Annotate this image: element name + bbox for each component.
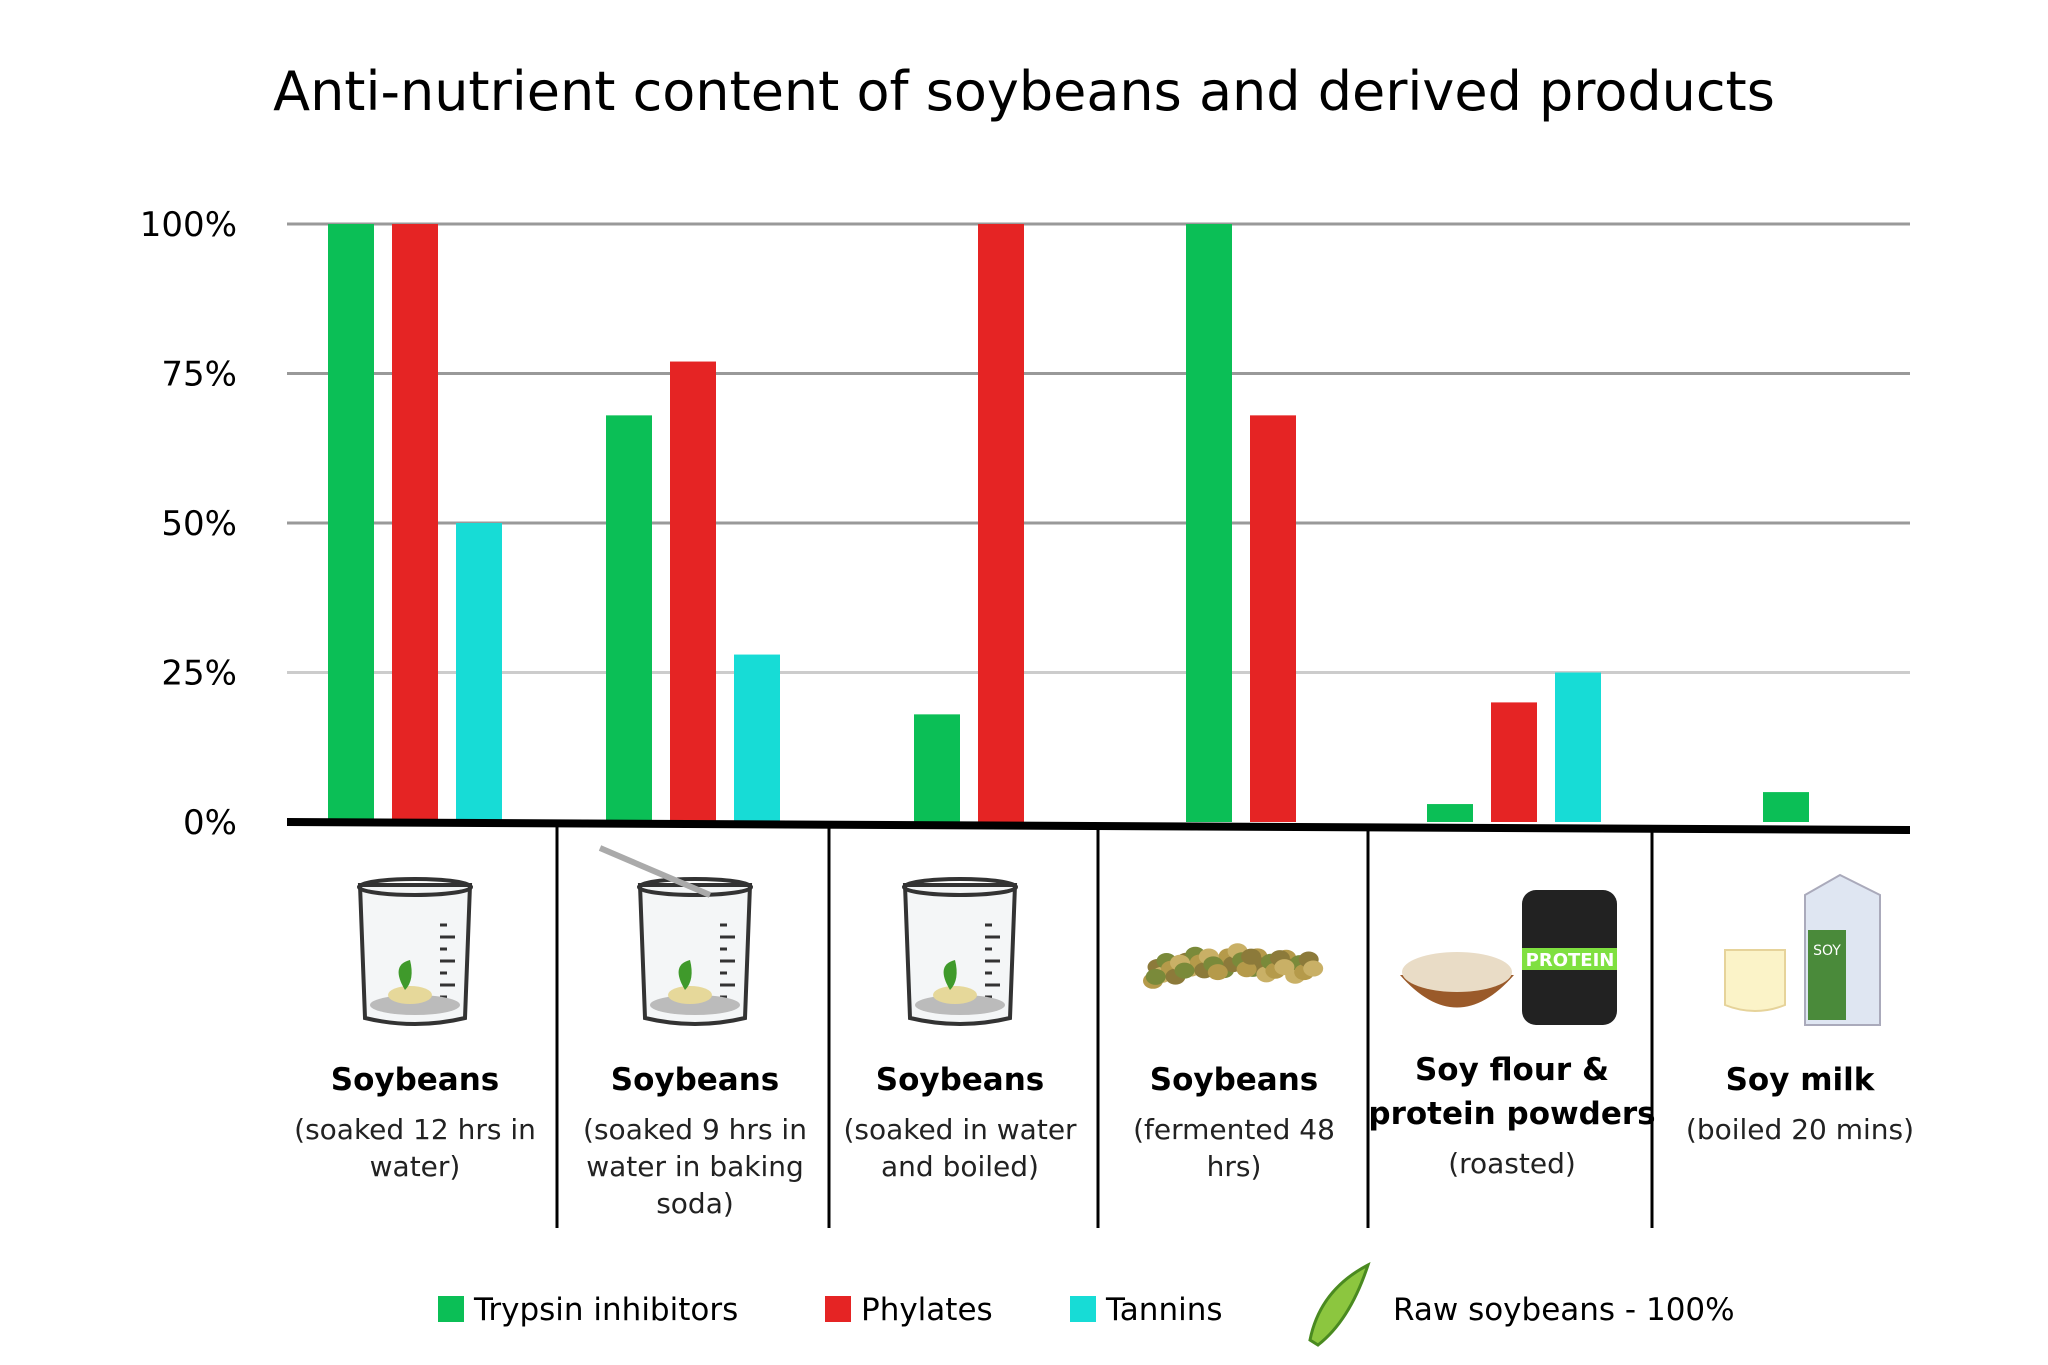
- category-detail: soda): [656, 1187, 734, 1220]
- category-detail: hrs): [1207, 1150, 1262, 1183]
- category-detail: (soaked 12 hrs in: [294, 1113, 536, 1146]
- reference-note: Raw soybeans - 100%: [1393, 1292, 1735, 1328]
- legend-label: Trypsin inhibitors: [473, 1292, 738, 1328]
- soybean-pile-icon: [1143, 943, 1324, 989]
- bar-trypsin-inhibitors: [1427, 804, 1473, 822]
- legend-swatch: [825, 1296, 851, 1322]
- category-detail: and boiled): [881, 1150, 1039, 1183]
- category-detail: (fermented 48: [1133, 1113, 1335, 1146]
- bar-phylates: [1250, 415, 1296, 822]
- bar-tannins: [456, 523, 502, 822]
- y-tick-label: 100%: [140, 205, 237, 245]
- chart-title: Anti-nutrient content of soybeans and de…: [273, 60, 1775, 123]
- category-detail: (boiled 20 mins): [1686, 1113, 1914, 1146]
- bar-phylates: [978, 224, 1024, 822]
- flour-protein-icon: PROTEIN: [1400, 890, 1617, 1025]
- bar-phylates: [392, 224, 438, 822]
- category-label: Soy flour &: [1415, 1052, 1609, 1088]
- category-label: protein powders: [1368, 1096, 1655, 1132]
- bar-tannins: [734, 654, 780, 822]
- bar-trypsin-inhibitors: [606, 415, 652, 822]
- svg-text:SOY: SOY: [1813, 943, 1841, 959]
- legend-label: Tannins: [1105, 1292, 1223, 1328]
- y-tick-label: 25%: [161, 654, 237, 694]
- bar-tannins: [1555, 672, 1601, 822]
- category-detail: water in baking: [586, 1150, 804, 1183]
- category-detail: (roasted): [1448, 1147, 1576, 1180]
- category-label: Soybeans: [611, 1062, 780, 1098]
- category-detail: water): [370, 1150, 461, 1183]
- y-tick-label: 75%: [161, 355, 237, 395]
- category-label: Soy milk: [1726, 1062, 1876, 1098]
- y-tick-label: 50%: [161, 504, 237, 544]
- soy-milk-icon: SOY: [1724, 873, 1881, 1026]
- legend-label: Phylates: [861, 1292, 993, 1328]
- pea-pod-icon: [1308, 1261, 1371, 1347]
- category-detail: (soaked 9 hrs in: [583, 1113, 807, 1146]
- bar-trypsin-inhibitors: [1186, 224, 1232, 822]
- beaker-baking-soda-icon: [598, 845, 753, 1026]
- category-detail: (soaked in water: [843, 1113, 1077, 1146]
- bar-phylates: [1491, 702, 1537, 822]
- legend-swatch: [438, 1296, 464, 1322]
- category-label: Soybeans: [331, 1062, 500, 1098]
- legend-swatch: [1070, 1296, 1096, 1322]
- bar-trypsin-inhibitors: [914, 714, 960, 822]
- bar-trypsin-inhibitors: [328, 224, 374, 822]
- category-label: Soybeans: [876, 1062, 1045, 1098]
- bar-trypsin-inhibitors: [1763, 792, 1809, 822]
- beaker-soybeans-icon: [902, 877, 1018, 1026]
- beaker-soybeans-icon: [357, 877, 473, 1026]
- svg-text:PROTEIN: PROTEIN: [1526, 950, 1615, 971]
- category-label: Soybeans: [1150, 1062, 1319, 1098]
- y-tick-label: 0%: [183, 803, 237, 843]
- bar-phylates: [670, 361, 716, 822]
